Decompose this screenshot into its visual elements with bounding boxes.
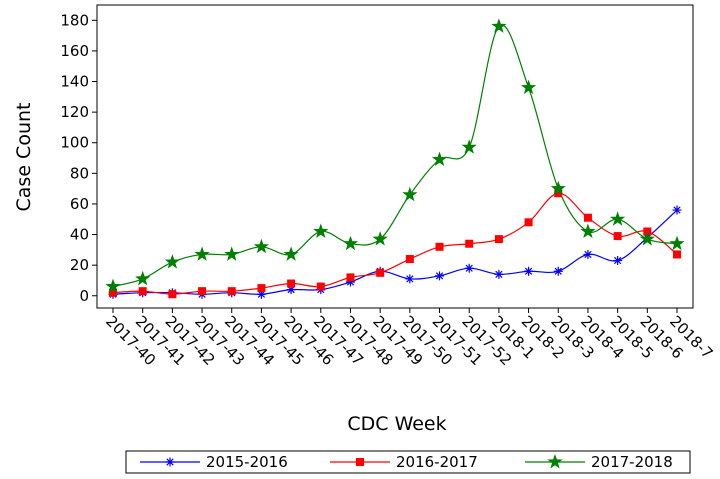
legend-label: 2016-2017 <box>396 453 478 471</box>
marker <box>198 287 207 296</box>
marker <box>524 266 534 276</box>
legend-label: 2015-2016 <box>206 453 288 471</box>
x-axis-title: CDC Week <box>347 413 446 435</box>
y-tick-label: 140 <box>60 73 89 91</box>
marker <box>672 205 682 215</box>
legend-box <box>125 450 691 474</box>
y-tick-label: 120 <box>60 103 89 121</box>
y-tick-label: 20 <box>70 256 89 274</box>
marker <box>105 278 121 293</box>
y-tick-label: 80 <box>70 164 89 182</box>
marker <box>224 246 240 261</box>
marker <box>227 287 236 296</box>
marker <box>613 256 623 266</box>
y-axis-title: Case Count <box>13 103 35 212</box>
marker <box>583 249 593 259</box>
series-line <box>112 192 678 295</box>
marker <box>610 211 626 226</box>
marker <box>316 282 325 291</box>
marker <box>554 189 563 198</box>
marker <box>256 289 266 299</box>
marker <box>168 290 177 299</box>
marker <box>491 18 507 33</box>
marker <box>346 273 355 282</box>
marker <box>376 268 385 277</box>
marker <box>138 287 147 296</box>
marker <box>494 235 503 244</box>
marker <box>583 213 592 222</box>
marker <box>257 284 266 293</box>
marker <box>553 266 563 276</box>
marker <box>194 246 210 261</box>
marker <box>402 186 418 202</box>
marker <box>639 231 655 246</box>
marker <box>550 180 566 196</box>
marker <box>524 218 533 227</box>
marker <box>521 79 537 95</box>
marker <box>431 151 448 166</box>
legend-label: 2017-2018 <box>591 453 673 471</box>
marker <box>287 279 296 288</box>
marker <box>345 277 355 287</box>
marker <box>547 454 563 469</box>
series-line <box>112 24 678 288</box>
marker <box>135 270 151 286</box>
marker <box>372 231 388 246</box>
marker <box>669 235 685 251</box>
marker <box>435 242 444 251</box>
y-tick-label: 180 <box>60 11 89 29</box>
marker <box>109 288 117 297</box>
y-tick-label: 40 <box>70 226 89 244</box>
marker <box>165 457 175 467</box>
marker <box>494 269 504 279</box>
plot-frame <box>96 4 694 309</box>
marker <box>342 235 359 251</box>
marker <box>313 223 329 238</box>
y-tick-label: 100 <box>60 134 89 152</box>
marker <box>465 239 474 248</box>
marker <box>613 232 622 241</box>
marker <box>356 458 364 466</box>
y-tick-label: 60 <box>70 195 89 213</box>
marker <box>464 263 474 273</box>
marker <box>253 238 269 254</box>
marker <box>580 223 596 238</box>
marker <box>435 271 445 281</box>
marker <box>164 254 180 269</box>
y-tick-label: 0 <box>79 287 89 305</box>
marker <box>461 139 477 154</box>
marker <box>286 285 296 295</box>
marker <box>405 255 414 264</box>
marker <box>283 246 299 261</box>
y-tick-label: 160 <box>60 42 89 60</box>
marker <box>673 250 681 259</box>
marker <box>405 274 415 284</box>
